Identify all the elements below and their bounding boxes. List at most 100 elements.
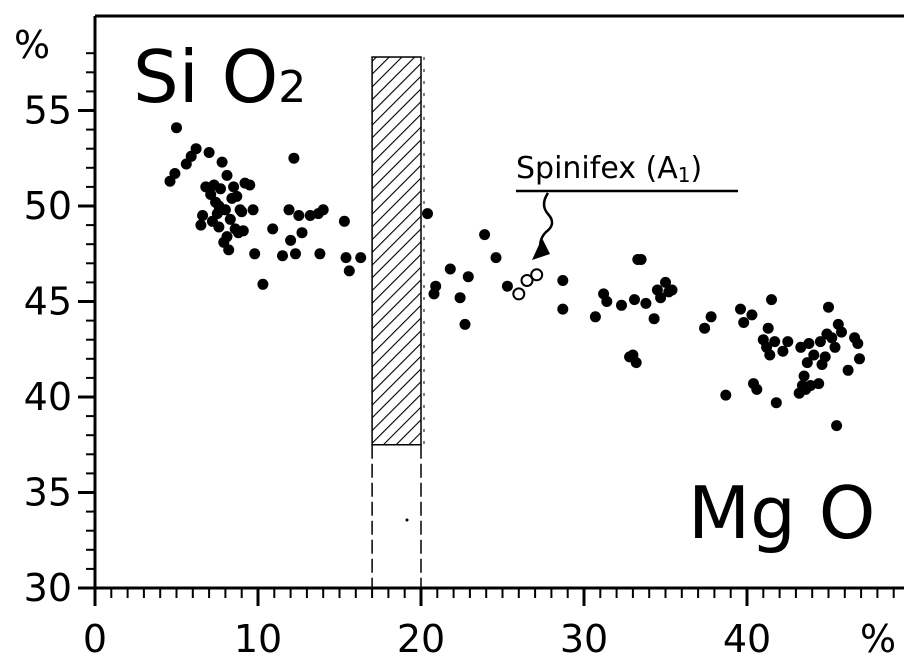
data-point xyxy=(490,252,502,264)
data-point xyxy=(831,420,843,432)
data-point xyxy=(829,341,841,353)
data-point xyxy=(666,284,678,296)
data-point xyxy=(215,183,226,195)
data-point xyxy=(557,303,569,315)
data-point xyxy=(249,248,261,260)
data-point xyxy=(852,338,864,349)
data-point xyxy=(213,221,225,233)
data-point xyxy=(769,336,781,348)
data-point xyxy=(751,383,763,395)
data-point xyxy=(770,397,782,409)
data-point xyxy=(293,210,305,221)
data-point xyxy=(836,326,847,338)
data-point xyxy=(766,294,777,306)
data-point xyxy=(635,254,647,265)
data-point xyxy=(764,349,776,361)
data-point xyxy=(798,370,810,382)
y-tick-label: 55 xyxy=(24,89,72,133)
data-point xyxy=(454,292,466,304)
data-point xyxy=(826,332,838,344)
data-point xyxy=(823,301,834,313)
data-point xyxy=(459,318,471,330)
data-point xyxy=(195,219,207,231)
data-point xyxy=(213,200,225,212)
x-axis-label: Mg O xyxy=(688,471,875,555)
data-point xyxy=(236,206,248,218)
data-point xyxy=(190,143,202,155)
data-point xyxy=(221,169,233,181)
y-tick-label: 50 xyxy=(24,184,72,228)
data-point xyxy=(462,271,474,283)
data-point-open xyxy=(520,274,534,287)
data-point xyxy=(290,248,301,260)
data-point xyxy=(720,389,732,401)
data-point xyxy=(842,364,854,376)
data-point xyxy=(231,190,243,202)
data-point xyxy=(221,231,233,243)
data-point xyxy=(224,213,236,225)
data-point xyxy=(501,280,513,292)
data-point xyxy=(801,357,813,369)
data-point xyxy=(808,349,820,361)
hatched-band xyxy=(371,56,422,446)
data-point xyxy=(735,303,746,315)
y-tick-label: 30 xyxy=(24,566,72,610)
data-point xyxy=(655,292,667,304)
data-point xyxy=(340,252,352,264)
y-tick-label: 35 xyxy=(24,471,72,515)
data-point xyxy=(589,311,601,323)
data-point xyxy=(288,152,300,164)
data-point xyxy=(630,357,642,369)
data-point xyxy=(355,252,367,264)
data-point-open xyxy=(512,287,526,301)
data-point xyxy=(479,229,491,241)
y-tick-label: 40 xyxy=(24,375,72,419)
x-tick-label: 10 xyxy=(234,617,282,661)
data-point xyxy=(803,338,815,349)
data-point xyxy=(699,322,711,334)
data-point xyxy=(317,204,329,216)
data-point xyxy=(738,317,750,328)
data-point xyxy=(203,147,215,158)
data-point xyxy=(247,204,259,216)
data-point xyxy=(601,296,613,307)
data-point xyxy=(228,181,240,193)
data-point xyxy=(777,345,789,357)
data-point xyxy=(257,278,269,290)
data-point xyxy=(237,225,249,237)
y-axis-label: Si O2 xyxy=(133,35,306,119)
data-point xyxy=(629,294,640,306)
data-point xyxy=(314,248,326,260)
annotation-arrowhead xyxy=(532,238,550,260)
data-point xyxy=(819,351,831,363)
data-point xyxy=(660,276,671,288)
data-point xyxy=(197,210,209,221)
data-point xyxy=(640,297,652,309)
x-tick-label: 20 xyxy=(397,617,445,661)
data-point xyxy=(814,336,826,348)
data-point xyxy=(338,215,350,227)
data-point xyxy=(277,250,288,262)
data-point xyxy=(169,168,181,179)
data-point xyxy=(746,309,758,321)
x-tick-label: 0 xyxy=(83,617,107,661)
data-point xyxy=(244,179,256,191)
data-point xyxy=(648,313,660,325)
data-point xyxy=(267,223,279,235)
data-point xyxy=(343,265,355,277)
stray-dot xyxy=(405,518,409,522)
data-point xyxy=(854,353,865,365)
data-point xyxy=(216,156,228,168)
data-point xyxy=(813,378,825,390)
y-tick-label: 45 xyxy=(24,280,72,324)
data-point xyxy=(283,204,295,216)
data-point xyxy=(422,208,433,220)
x-tick-label: 40 xyxy=(723,617,771,661)
data-point xyxy=(557,275,569,286)
data-point xyxy=(171,122,182,134)
data-point xyxy=(430,280,442,292)
data-point xyxy=(285,234,297,246)
data-point-open xyxy=(530,268,544,282)
data-point xyxy=(444,263,456,275)
